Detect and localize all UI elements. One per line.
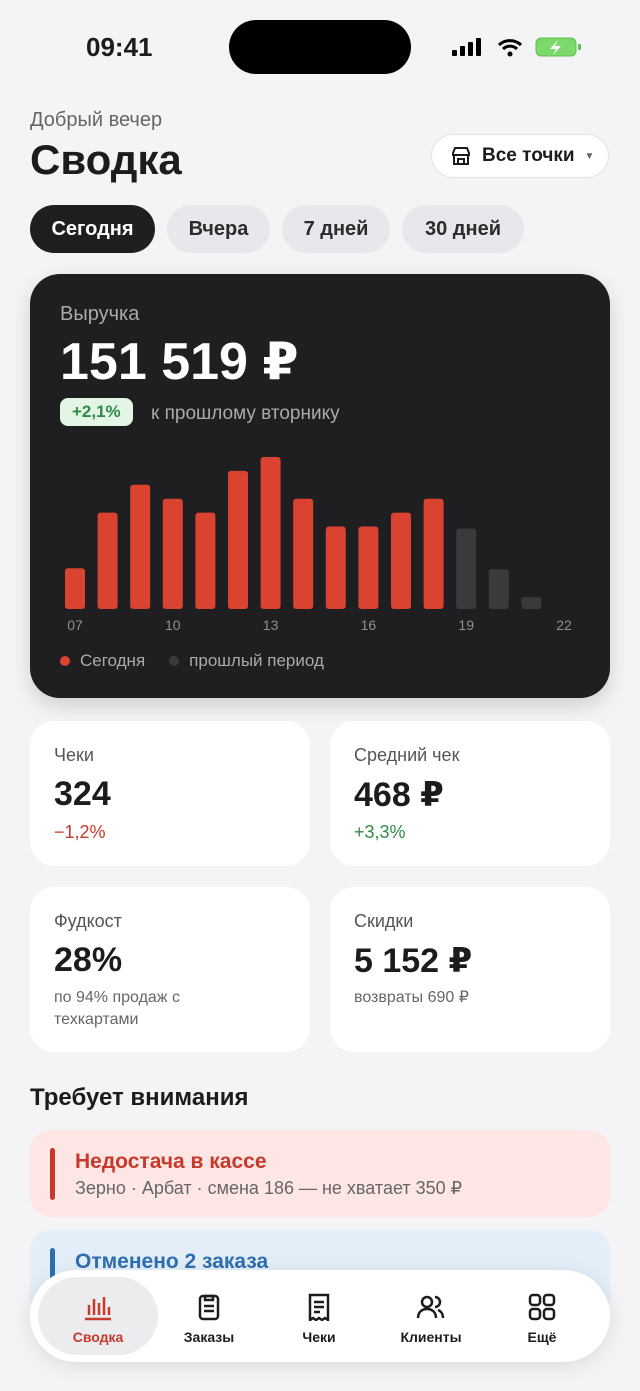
- tab-icon: [85, 1297, 111, 1321]
- period-tab[interactable]: Сегодня: [30, 205, 155, 253]
- location-button[interactable]: Все точки ▼: [431, 134, 609, 178]
- metric-value: 28%: [54, 941, 123, 979]
- tab-label: Клиенты: [400, 1329, 462, 1345]
- status-time: 09:41: [86, 32, 153, 62]
- bar: [423, 498, 444, 609]
- dynamic-island: [229, 20, 411, 74]
- revenue-label: Выручка: [60, 303, 140, 325]
- legend-swatch: [60, 656, 70, 666]
- bar: [228, 470, 248, 609]
- legend-swatch: [169, 656, 180, 666]
- metric-value: 468 ₽: [354, 776, 444, 814]
- alert-item[interactable]: Недостача в кассе Зерно · Арбат · смена …: [30, 1130, 610, 1217]
- metric-note: −1,2%: [54, 822, 106, 842]
- bar: [195, 512, 216, 609]
- bar: [456, 528, 477, 609]
- bar: [162, 498, 183, 609]
- metric-card: Фудкост 28% по 94% продаж с техкартами: [30, 887, 310, 1052]
- legend-label: прошлый период: [189, 651, 324, 670]
- section-title: Требует внимания: [30, 1084, 249, 1111]
- period-tab[interactable]: 7 дней: [282, 205, 390, 253]
- x-tick-label: 07: [67, 617, 83, 633]
- metric-note: по 94% продаж с техкартами: [54, 989, 180, 1028]
- revenue-change: +2,1%: [60, 398, 133, 426]
- legend-item: Сегодня: [60, 651, 145, 671]
- dropdown-caret: ▼: [584, 150, 595, 162]
- alert-detail: Зерно · Арбат · смена 186 — не хватает 3…: [75, 1178, 463, 1198]
- metric-card: Средний чек 468 ₽ +3,3%: [330, 721, 610, 866]
- alert-accent: [50, 1148, 55, 1200]
- tab-icon: [308, 1293, 330, 1321]
- revenue-value: 151 519 ₽: [60, 333, 299, 391]
- x-tick-label: 19: [458, 617, 474, 633]
- status-icons: [452, 37, 581, 57]
- bar: [260, 456, 281, 609]
- bar: [97, 512, 118, 609]
- bar: [293, 498, 314, 609]
- revenue-card: Выручка 151 519 ₽ +2,1% к прошлому вторн…: [30, 274, 610, 698]
- tab-label: Заказы: [183, 1329, 235, 1345]
- bar: [65, 568, 85, 609]
- bar: [391, 512, 411, 609]
- legend: Сегодня прошлый период: [60, 651, 348, 671]
- metric-label: Скидки: [354, 911, 414, 931]
- metric-label: Фудкост: [54, 911, 122, 931]
- period-tab[interactable]: Вчера: [167, 205, 270, 253]
- tab[interactable]: Ещё: [490, 1277, 594, 1355]
- tab-label: Чеки: [302, 1329, 336, 1345]
- tab-label: Ещё: [527, 1329, 557, 1345]
- metric-card: Чеки 324 −1,2%: [30, 721, 310, 866]
- legend-label: Сегодня: [80, 651, 146, 670]
- revenue-change-note: к прошлому вторнику: [151, 403, 340, 424]
- tab[interactable]: Клиенты: [379, 1277, 483, 1355]
- bar: [521, 597, 542, 609]
- x-tick-label: 13: [263, 617, 279, 633]
- greeting: Добрый вечер: [30, 109, 163, 131]
- period-tab[interactable]: 30 дней: [402, 205, 524, 253]
- metric-card: Скидки 5 152 ₽ возвраты 690 ₽: [330, 887, 610, 1052]
- bar: [488, 569, 509, 609]
- metric-value: 324: [54, 775, 111, 813]
- alert-accent: [50, 1248, 55, 1300]
- alert-title: Отменено 2 заказа: [75, 1250, 269, 1273]
- metric-label: Чеки: [54, 745, 94, 765]
- tab-label: Сводка: [72, 1329, 124, 1345]
- tab-active-bg: [38, 1277, 158, 1355]
- bar: [130, 484, 151, 609]
- store-icon: [452, 147, 470, 165]
- bar: [325, 526, 346, 609]
- tab-icon: [528, 1293, 556, 1321]
- x-tick-label: 10: [165, 617, 181, 633]
- legend-item: прошлый период: [169, 651, 324, 671]
- revenue-chart: 07 10 13 16 19 22: [65, 456, 572, 633]
- metric-note: возвраты 690 ₽: [354, 989, 469, 1006]
- x-tick-label: 22: [556, 617, 572, 633]
- page-title: Сводка: [30, 136, 182, 183]
- bar: [358, 526, 379, 609]
- tab[interactable]: Чеки: [267, 1277, 371, 1355]
- tab-icon: [416, 1295, 445, 1319]
- tab[interactable]: Сводка: [46, 1277, 150, 1355]
- x-tick-label: 16: [361, 617, 377, 633]
- location-label: Все точки: [482, 145, 575, 166]
- alert-title: Недостача в кассе: [75, 1150, 267, 1173]
- metric-label: Средний чек: [354, 745, 460, 765]
- metric-value: 5 152 ₽: [354, 942, 473, 980]
- tab[interactable]: Заказы: [157, 1277, 261, 1355]
- tab-icon: [198, 1294, 220, 1321]
- metric-note: +3,3%: [354, 822, 406, 842]
